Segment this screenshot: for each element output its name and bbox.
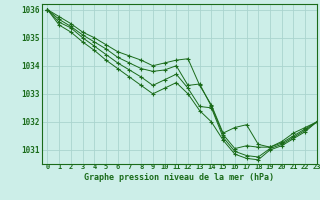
X-axis label: Graphe pression niveau de la mer (hPa): Graphe pression niveau de la mer (hPa) xyxy=(84,173,274,182)
